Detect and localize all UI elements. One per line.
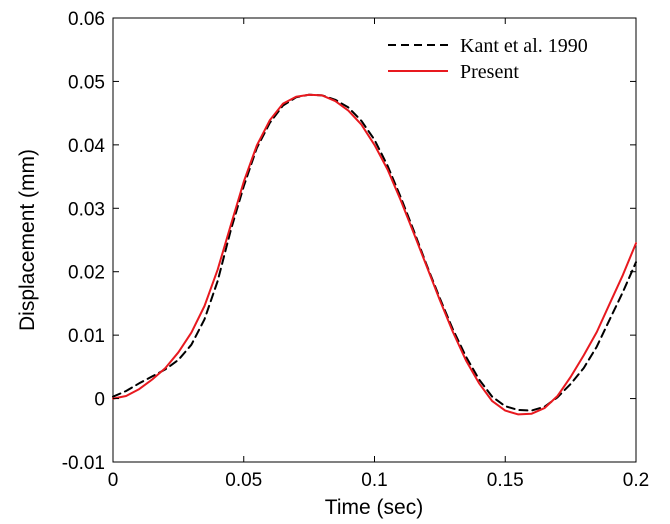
series-line-present [112,93,637,416]
series-lines [112,93,637,416]
axis-ticks [112,17,637,463]
x-tick-label: 0.05 [225,470,262,491]
legend-label-present: Present [460,61,519,83]
x-axis-label: Time (sec) [325,496,423,519]
plot-area [112,17,637,463]
y-tick-label: 0.03 [68,199,105,220]
x-tick-label: 0.2 [623,470,649,491]
y-tick-label: 0.04 [68,136,105,157]
x-tick-label: 0.1 [361,470,387,491]
y-tick-label: 0 [94,390,105,411]
tick-labels: 0 0.05 0.1 0.15 0.2-0.0100.010.020.030.040.0… [62,9,650,491]
x-tick-label: 0.15 [487,470,524,491]
y-tick-label: 0.01 [68,326,105,347]
y-tick-label: 0.02 [68,263,105,284]
y-tick-label: 0.06 [68,9,105,30]
y-axis-label: Displacement (mm) [16,149,39,331]
legend-label-kant: Kant et al. 1990 [460,35,588,57]
y-tick-label: -0.01 [62,453,105,474]
x-tick-label: 0 [108,470,119,491]
y-tick-label: 0.05 [68,72,105,93]
legend: Kant et al. 1990 Present [388,35,588,83]
